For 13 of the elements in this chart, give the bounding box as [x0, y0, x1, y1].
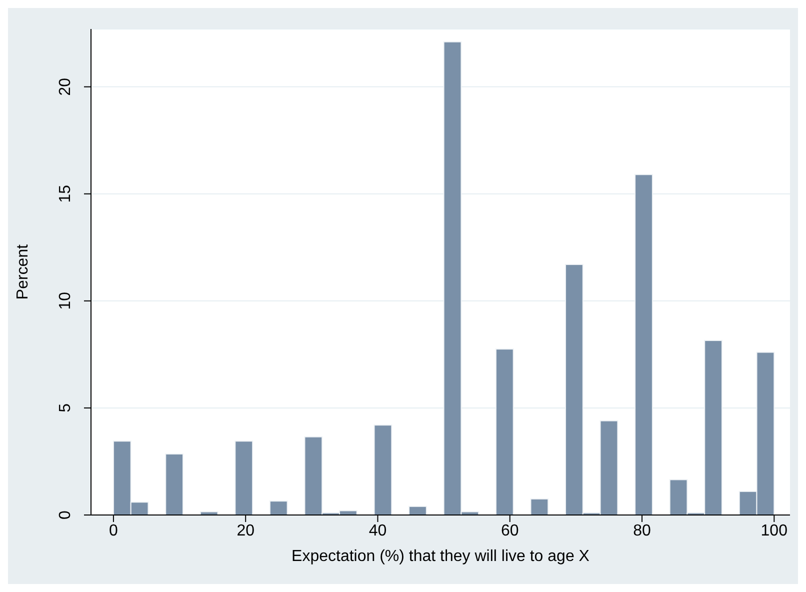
x-tick-label: 20 — [236, 522, 255, 540]
x-axis-title: Expectation (%) that they will live to age X — [292, 548, 590, 565]
y-tick-label: 20 — [57, 78, 74, 96]
y-axis-title: Percent — [14, 244, 32, 300]
x-tick-label: 80 — [633, 522, 652, 540]
x-tick-label: 40 — [368, 522, 387, 540]
x-tick-label: 0 — [109, 522, 118, 540]
x-tick-label: 100 — [760, 522, 788, 540]
y-tick-label: 0 — [57, 510, 74, 520]
x-tick-label: 60 — [500, 522, 519, 540]
y-tick-label: 5 — [57, 403, 74, 412]
y-tick-label: 15 — [57, 184, 74, 203]
y-tick-label: 10 — [57, 292, 74, 310]
